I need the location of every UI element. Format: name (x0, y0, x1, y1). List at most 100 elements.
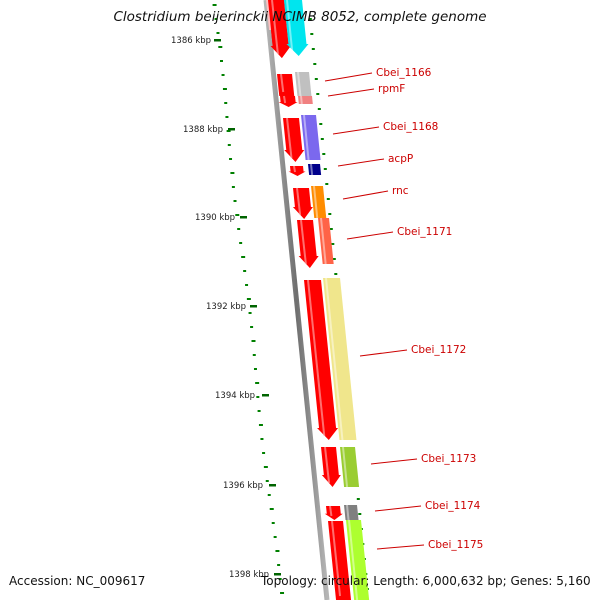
kbp-tick-mark (269, 484, 276, 487)
cog-gene (298, 96, 313, 104)
gc-dash (243, 270, 247, 272)
gene-label[interactable]: Cbei_1171 (397, 226, 452, 238)
cog-highlight (348, 519, 359, 600)
gene-label[interactable]: Cbei_1172 (411, 344, 466, 356)
cog-highlight (303, 114, 310, 161)
gc-dash (262, 452, 266, 454)
gc-dash (250, 326, 254, 328)
cog-highlight (310, 163, 314, 176)
gc-dash (317, 108, 321, 110)
genome-summary: Topology: circular; Length: 6,000,632 bp… (261, 574, 591, 588)
cog-gene (295, 72, 312, 96)
gc-dash (219, 60, 223, 62)
cog-highlight (325, 277, 344, 441)
gc-dash (248, 312, 252, 314)
gc-dash (356, 498, 360, 500)
gc-dash (271, 522, 275, 524)
gc-dash (260, 438, 264, 440)
cog-gene (318, 218, 334, 264)
cds-gene (278, 96, 298, 107)
kbp-tick-label: 1396 kbp (223, 481, 263, 491)
gene-labels: Cbei_1166 rpmF Cbei_1168 acpP rnc Cbei_1171 Cb… (324, 67, 483, 551)
gene-label[interactable]: rpmF (378, 83, 405, 95)
gene-leader-line (332, 126, 380, 135)
gc-dash (231, 186, 235, 188)
gc-dash (326, 198, 330, 200)
gene-label[interactable]: Cbei_1168 (383, 121, 438, 133)
gc-dash (322, 153, 326, 155)
kbp-tick-label: 1392 kbp (206, 302, 246, 312)
cds-gene (283, 118, 305, 162)
gc-dash (314, 78, 318, 80)
kbp-tick-label: 1398 kbp (229, 570, 269, 580)
cds-highlight (271, 0, 279, 55)
kbp-axis: 1386 kbp 1388 kbp 1390 kbp 1392 kbp 1394 kbp… (171, 36, 281, 580)
cog-highlight (342, 446, 349, 488)
gc-dash (331, 243, 335, 245)
gc-dash (316, 93, 320, 95)
gc-dash (310, 33, 314, 35)
gc-dash (225, 116, 229, 118)
kbp-tick-mark (274, 573, 281, 576)
gene-label[interactable]: rnc (392, 185, 409, 197)
gc-dash (229, 158, 233, 160)
cog-gene (340, 447, 360, 487)
gc-dash (332, 258, 336, 260)
gc-dash (328, 213, 332, 215)
gc-dash (252, 354, 256, 356)
gc-dash (358, 513, 362, 515)
cog-highlight (320, 217, 327, 265)
gene-label[interactable]: acpP (388, 153, 413, 165)
gc-dash (267, 494, 271, 496)
gene-label[interactable]: Cbei_1166 (376, 67, 432, 79)
gc-dash (251, 340, 256, 342)
cds-highlight (296, 187, 302, 216)
gc-dash (256, 396, 260, 398)
cds-gene (292, 188, 313, 219)
kbp-tick-label: 1386 kbp (171, 36, 211, 46)
gc-dash (325, 183, 329, 185)
gene-leader-line (376, 544, 425, 550)
gene-leader-line (327, 88, 375, 97)
accession-label: Accession: NC_009617 (9, 574, 146, 588)
gene-leader-line (374, 505, 422, 512)
gene-leader-line (324, 72, 373, 82)
kbp-tick-mark (228, 128, 235, 131)
gc-dash (257, 410, 261, 412)
gene-leader-line (346, 231, 394, 240)
cog-highlight (346, 504, 350, 521)
cds-gene (288, 166, 306, 176)
cog-track (284, 0, 370, 600)
cog-gene (308, 164, 322, 175)
gene-label[interactable]: Cbei_1173 (421, 453, 476, 465)
gc-dash (214, 18, 218, 20)
gc-dash (239, 242, 243, 244)
cds-gene (297, 220, 319, 268)
gc-dash (224, 102, 228, 104)
gc-dash (334, 273, 338, 275)
map-title: Clostridium beijerinckii NCIMB 8052, com… (113, 9, 487, 25)
gc-dash (222, 88, 227, 90)
cog-gene (344, 505, 359, 520)
gc-dash (255, 382, 260, 384)
cds-highlight (293, 165, 297, 173)
gc-dash (323, 168, 327, 170)
cds-highlight (283, 95, 287, 104)
cog-gene (311, 186, 327, 218)
kbp-tick-label: 1388 kbp (183, 125, 223, 135)
cds-highlight (331, 520, 342, 597)
gene-label[interactable]: Cbei_1175 (428, 539, 483, 551)
kbp-tick-label: 1390 kbp (195, 213, 235, 223)
gc-dash (313, 63, 317, 65)
cog-highlight (297, 71, 302, 97)
cds-highlight (324, 446, 331, 484)
gene-label[interactable]: Cbei_1174 (425, 500, 481, 512)
kbp-tick-mark (214, 39, 221, 42)
gc-dash (230, 172, 235, 174)
genome-backbone (263, 0, 330, 600)
gc-dash (241, 256, 246, 258)
gc-dash (277, 564, 281, 566)
gene-leader-line (359, 349, 408, 357)
gc-dash (263, 466, 268, 468)
